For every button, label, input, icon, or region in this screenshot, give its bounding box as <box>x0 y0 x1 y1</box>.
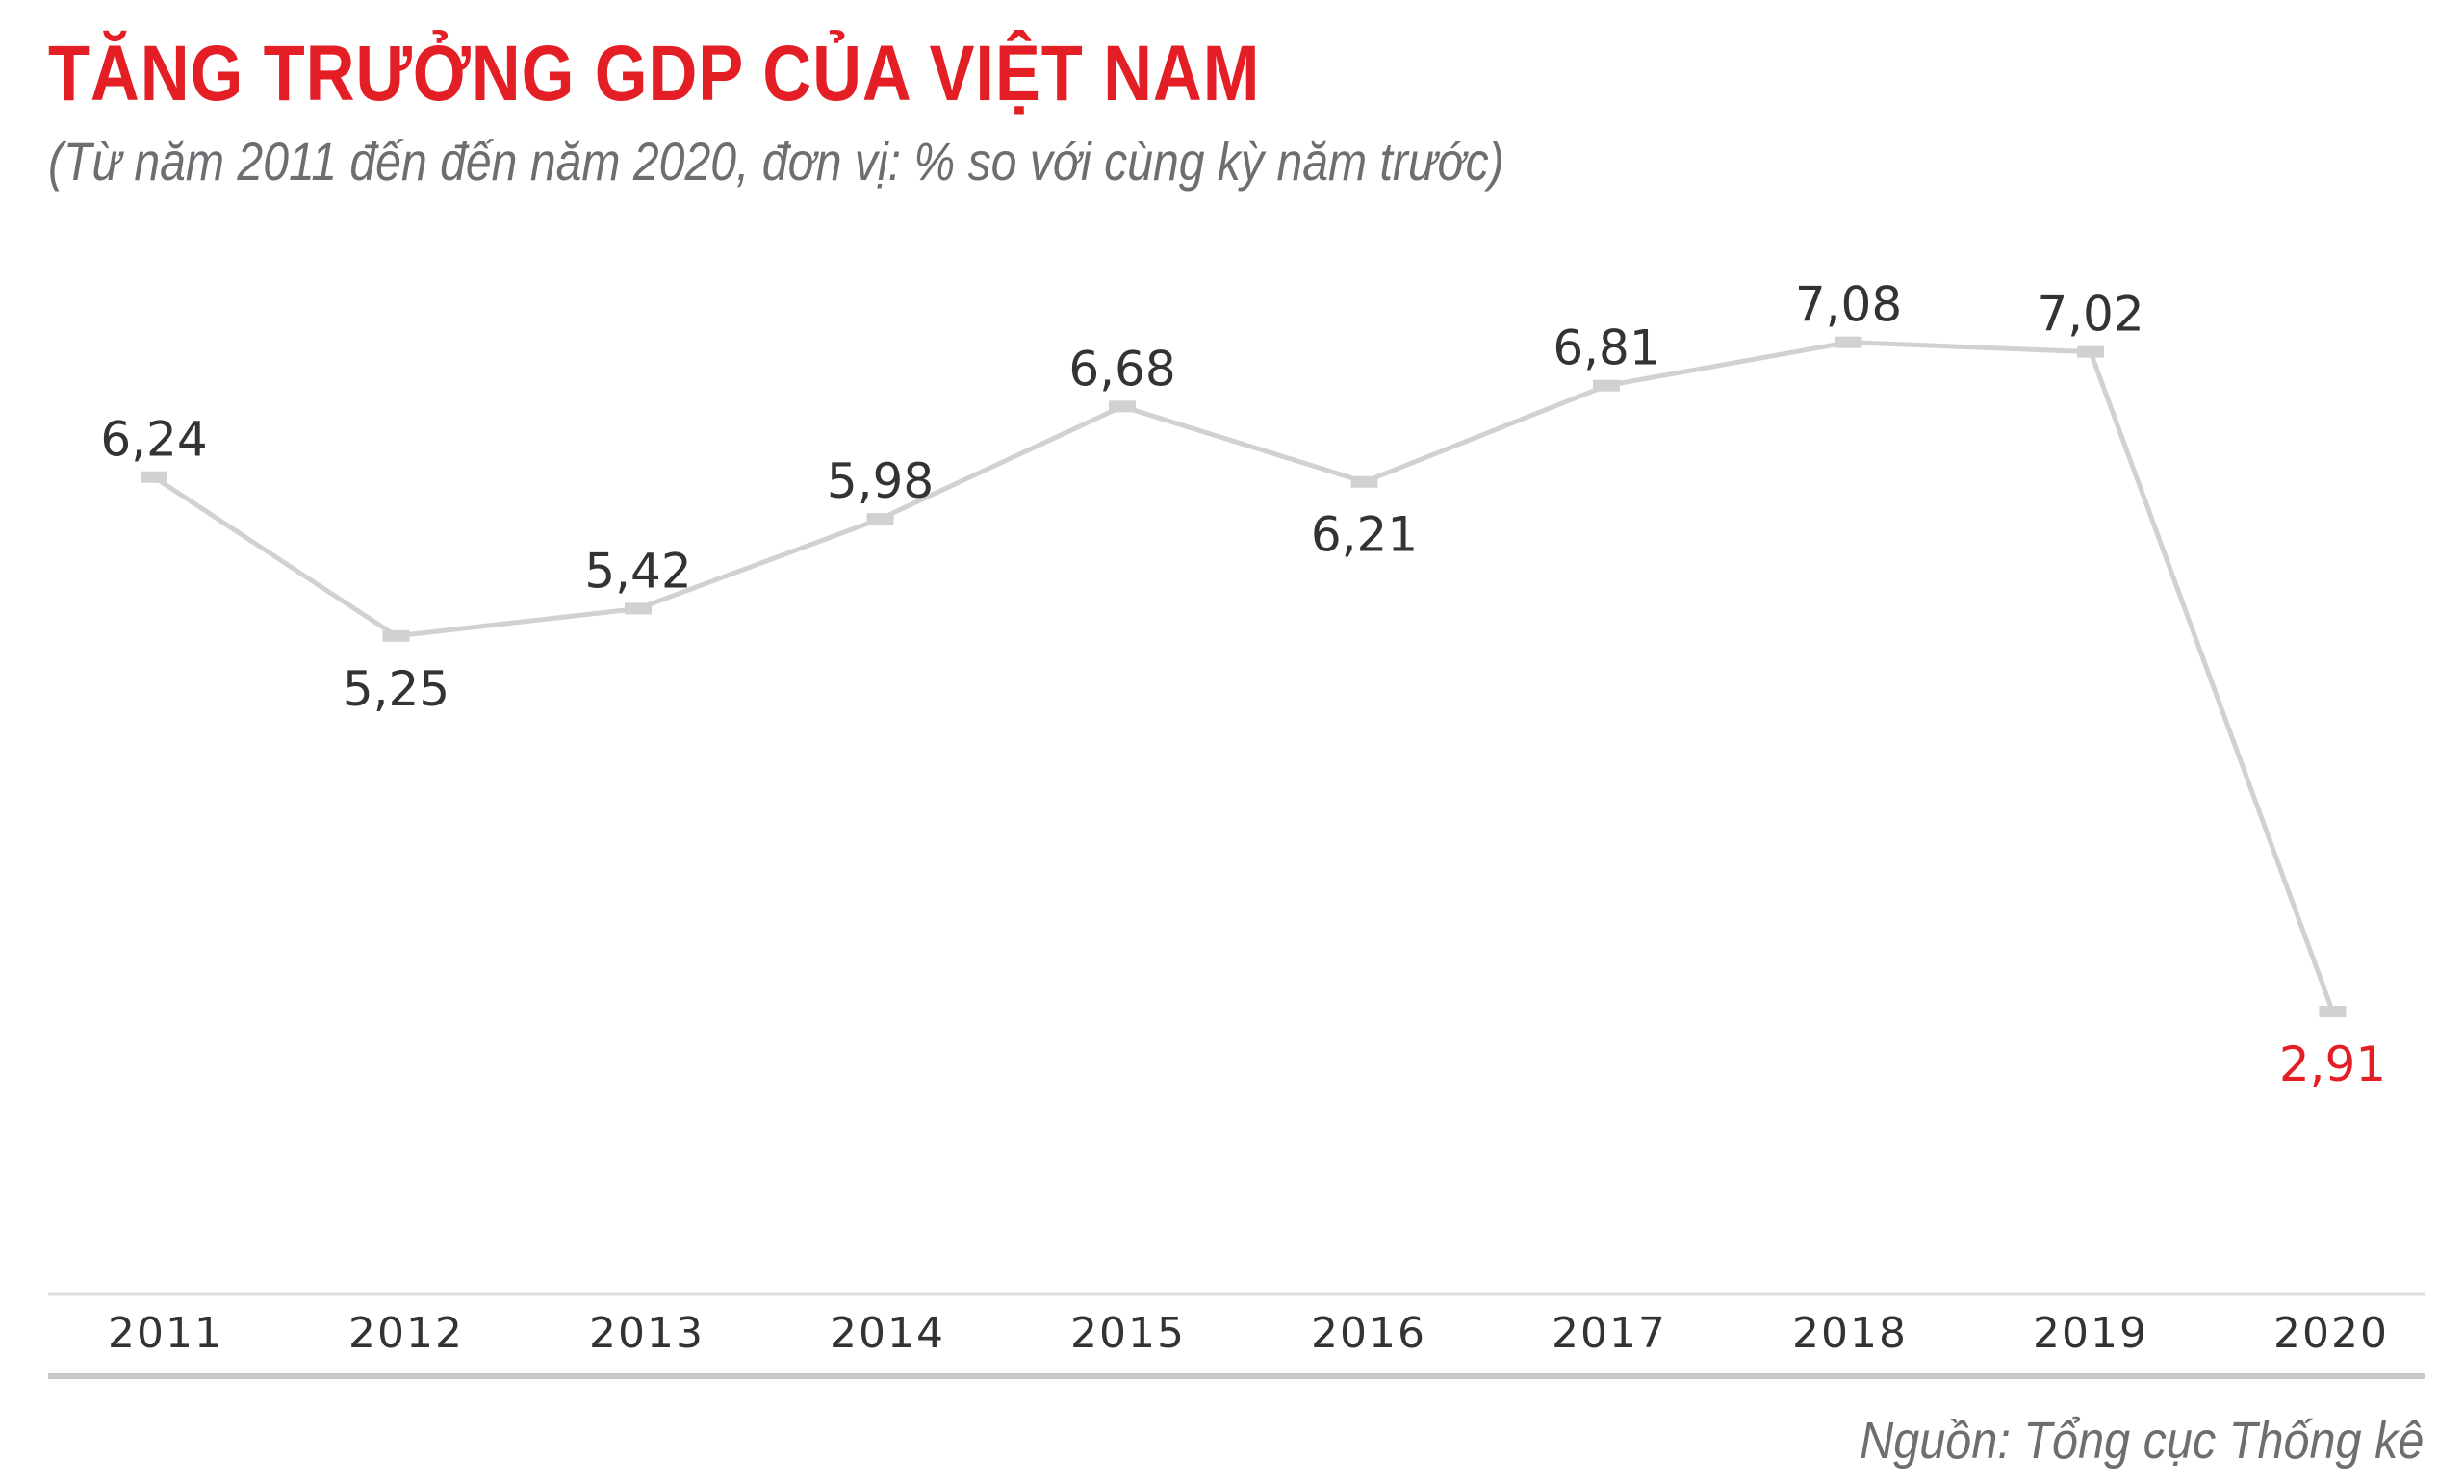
value-label-2017: 6,81 <box>1553 320 1659 376</box>
chart-subtitle: (Từ năm 2011 đến đến năm 2020, đơn vị: %… <box>48 131 1504 192</box>
data-point-2017 <box>1593 379 1620 392</box>
value-label-2015: 6,68 <box>1068 341 1175 397</box>
x-tick-label-2012: 2012 <box>348 1309 464 1358</box>
value-label-2013: 5,42 <box>584 543 691 599</box>
data-point-2014 <box>866 513 894 525</box>
value-label-2016: 6,21 <box>1311 507 1418 563</box>
value-label-2019: 7,02 <box>2037 287 2143 343</box>
value-label-2020: 2,91 <box>2279 1036 2386 1092</box>
chart-title: TĂNG TRƯỞNG GDP CỦA VIỆT NAM <box>48 30 1261 117</box>
source-note: Nguồn: Tổng cục Thống kê <box>1859 1412 2424 1470</box>
data-point-2016 <box>1350 475 1378 488</box>
data-point-2019 <box>2077 345 2104 358</box>
data-point-2018 <box>1835 336 1862 348</box>
data-point-2020 <box>2319 1006 2347 1018</box>
x-axis-tick-labels: 2011 2012 2013 2014 2015 2016 2017 2018 2019 2020 <box>108 1309 2389 1358</box>
x-tick-label-2019: 2019 <box>2033 1309 2148 1358</box>
x-tick-label-2020: 2020 <box>2273 1309 2389 1358</box>
x-tick-label-2016: 2016 <box>1311 1309 1426 1358</box>
data-point-2012 <box>382 629 410 642</box>
data-point-2011 <box>141 471 167 483</box>
x-tick-label-2013: 2013 <box>589 1309 705 1358</box>
x-tick-label-2011: 2011 <box>108 1309 223 1358</box>
value-label-2012: 5,25 <box>343 661 449 717</box>
x-tick-label-2015: 2015 <box>1070 1309 1186 1358</box>
plot-area: 6,24 5,25 5,42 5,98 6,68 6,21 6,81 7,08 7,02 2,91 <box>100 277 2386 1092</box>
data-point-2013 <box>625 602 652 615</box>
value-label-2018: 7,08 <box>1795 277 1902 333</box>
x-tick-label-2018: 2018 <box>1792 1309 1908 1358</box>
x-tick-label-2014: 2014 <box>830 1309 945 1358</box>
data-point-2015 <box>1109 400 1136 413</box>
x-tick-label-2017: 2017 <box>1552 1309 1667 1358</box>
value-label-2011: 6,24 <box>100 412 207 468</box>
value-label-2014: 5,98 <box>827 453 934 509</box>
series-line <box>152 340 2335 1012</box>
